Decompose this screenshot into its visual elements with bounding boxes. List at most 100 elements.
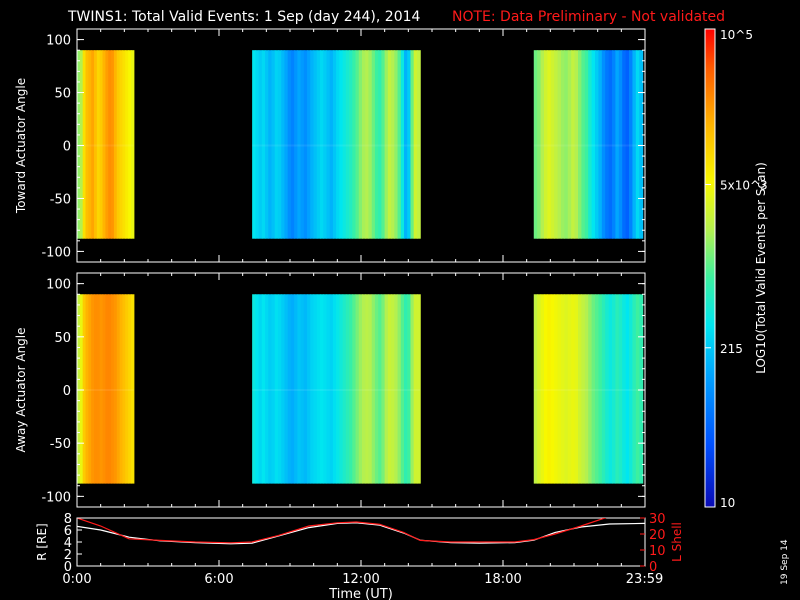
heatmap-column (381, 50, 386, 239)
heatmap-column (265, 50, 269, 239)
heatmap-column (102, 50, 106, 239)
heatmap-column (560, 50, 565, 239)
colorbar-label: LOG10(Total Valid Events per Scan) (754, 162, 768, 374)
y-tick-label: 100 (46, 34, 71, 49)
heatmap-column (310, 50, 315, 239)
heatmap-column (96, 294, 101, 484)
heatmap-segment (77, 294, 135, 484)
heatmap-column (277, 50, 282, 239)
heatmap-column (297, 294, 302, 484)
heatmap-column (128, 50, 132, 239)
x-tick-label: 0:00 (62, 572, 91, 587)
heatmap-column (91, 294, 95, 484)
heatmap-column (533, 50, 538, 239)
heatmap-column (537, 294, 542, 484)
heatmap-column (608, 294, 613, 484)
x-tick-label: 18:00 (484, 572, 521, 587)
y-tick-label: -100 (41, 490, 71, 505)
y-axis-label: Away Actuator Angle (14, 327, 28, 452)
heatmap-column (258, 294, 263, 484)
heatmap-column (271, 294, 276, 484)
heatmap-column (547, 294, 552, 484)
heatmap-column (113, 50, 118, 239)
heatmap-column (625, 294, 630, 484)
heatmap-column (384, 294, 389, 484)
heatmap-column (77, 50, 81, 239)
heatmap-column (550, 294, 555, 484)
heatmap-column (108, 50, 112, 239)
heatmap-column (622, 294, 627, 484)
y-tick-label: -50 (50, 192, 71, 207)
heatmap-column (394, 50, 399, 239)
heatmap-column (313, 294, 318, 484)
heatmap-column (540, 50, 545, 239)
heatmap-zero-band (533, 389, 643, 391)
right-y-tick-label: 20 (649, 528, 666, 543)
heatmap-column (105, 294, 109, 484)
heatmap-column (577, 294, 582, 484)
heatmap-column (391, 294, 395, 484)
heatmap-column (91, 50, 95, 239)
heatmap-column (632, 50, 637, 239)
heatmap-column (316, 294, 321, 484)
heatmap-column (635, 294, 640, 484)
heatmap-column (365, 294, 370, 484)
heatmap-column (349, 50, 353, 239)
heatmap-column (358, 294, 363, 484)
heatmap-column (557, 294, 562, 484)
heatmap-column (404, 294, 408, 484)
heatmap-column (537, 50, 542, 239)
heatmap-column (82, 294, 87, 484)
l-shell-line (77, 518, 607, 544)
x-tick-label: 12:00 (342, 572, 379, 587)
heatmap-column (99, 50, 104, 239)
heatmap-column (618, 50, 623, 239)
heatmap-column (108, 294, 112, 484)
heatmap-column (605, 50, 610, 239)
heatmap-column (564, 50, 569, 239)
heatmap-column (88, 50, 92, 239)
heatmap-column (287, 50, 292, 239)
heatmap-column (598, 294, 603, 484)
heatmap-column (595, 294, 599, 484)
heatmap-column (612, 294, 617, 484)
heatmap-zero-band (252, 144, 421, 147)
heatmap-column (277, 294, 282, 484)
y-axis-label: Toward Actuator Angle (14, 78, 28, 214)
heatmap-column (102, 294, 106, 484)
left-y-axis-label: R [RE] (35, 523, 49, 560)
heatmap-column (255, 50, 260, 239)
heatmap-column (547, 50, 552, 239)
heatmap-column (287, 294, 292, 484)
heatmap-column (303, 294, 308, 484)
heatmap-column (336, 294, 340, 484)
right-y-tick-label: 0 (649, 560, 657, 575)
heatmap-column (378, 294, 382, 484)
heatmap-column (342, 50, 347, 239)
colorbar-gradient (704, 28, 716, 508)
heatmap-column (313, 50, 318, 239)
heatmap-column (274, 294, 279, 484)
heatmap-column (122, 294, 126, 484)
heatmap-column (300, 294, 305, 484)
y-tick-label: 50 (54, 331, 71, 346)
heatmap-column (303, 50, 308, 239)
heatmap-column (323, 294, 328, 484)
heatmap-zero-band (77, 389, 134, 391)
heatmap-column (342, 294, 347, 484)
toward-actuator-heatmap-panel: 100 50 0 -50 -100 Toward Actuator Angle (14, 28, 646, 263)
heatmap-column (268, 294, 273, 484)
heatmap-column (284, 50, 289, 239)
heatmap-column (339, 50, 344, 239)
heatmap-column (326, 294, 331, 484)
heatmap-column (605, 294, 610, 484)
heatmap-column (105, 50, 109, 239)
date-stamp: 19 Sep 14 (780, 539, 790, 585)
heatmap-column (99, 294, 104, 484)
heatmap-column (564, 294, 569, 484)
heatmap-column (371, 294, 376, 484)
heatmap-column (316, 50, 321, 239)
colorbar-tick-label: 10 (720, 496, 735, 510)
